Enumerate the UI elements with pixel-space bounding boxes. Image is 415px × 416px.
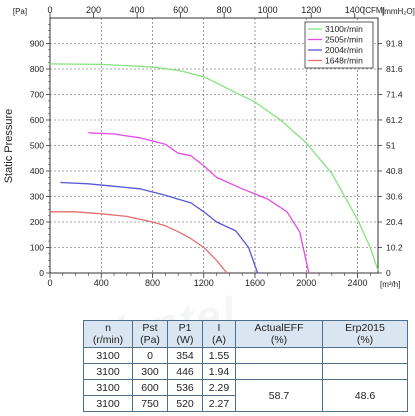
table-row: 3100 300 446 1.94 bbox=[83, 363, 408, 380]
table-row: 3100 0 354 1.55 bbox=[83, 347, 408, 364]
header-n: n (r/min) bbox=[83, 320, 133, 348]
cell-actual-eff: 58.7 bbox=[235, 379, 323, 412]
x-top-tick-label: 400 bbox=[130, 5, 145, 15]
y-left-tick-label: 0 bbox=[39, 268, 44, 278]
series-line-1648r/min bbox=[50, 211, 228, 274]
cell-p1: 446 bbox=[167, 363, 203, 380]
header-pst: Pst (Pa) bbox=[132, 320, 168, 348]
header-erp2015: Erp2015 (%) bbox=[322, 320, 408, 348]
chart-series bbox=[49, 63, 379, 274]
cell-i: 1.94 bbox=[202, 363, 236, 380]
y-right-tick-label: 20.4 bbox=[386, 217, 403, 227]
y-right-tick-label: 0 bbox=[386, 268, 391, 278]
cell-p1: 520 bbox=[167, 395, 203, 412]
legend-label: 2004r/min bbox=[325, 45, 363, 55]
x-bottom-tick-label: 2400 bbox=[347, 278, 367, 288]
cell-erp-empty bbox=[322, 347, 408, 364]
cell-actual-eff-empty bbox=[235, 347, 323, 364]
x-bottom-tick-label: 400 bbox=[94, 278, 109, 288]
cell-actual-eff-empty bbox=[235, 363, 323, 380]
x-bottom-tick-label: 800 bbox=[145, 278, 160, 288]
x-top-unit: [CFM] bbox=[363, 6, 385, 15]
y-right-tick-label: 51 bbox=[386, 140, 396, 150]
performance-table: n (r/min) Pst (Pa) P1 (W) I (A) ActualEFF (%)… bbox=[83, 320, 408, 412]
y-left-tick-label: 100 bbox=[30, 243, 44, 253]
x-bottom-tick-label: 1200 bbox=[194, 278, 214, 288]
series-line-2004r/min bbox=[60, 181, 259, 274]
y-right-tick-label: 40.8 bbox=[386, 166, 403, 176]
x-bottom-tick-label: 2000 bbox=[296, 278, 316, 288]
cell-erp2015: 48.6 bbox=[322, 379, 408, 412]
table-row: 3100 750 520 2.27 bbox=[83, 395, 408, 412]
x-top-tick-label: 1200 bbox=[301, 5, 321, 15]
cell-pst: 750 bbox=[132, 395, 168, 412]
y-left-tick-label: 200 bbox=[30, 217, 44, 227]
y-right-tick-label: 30.6 bbox=[386, 191, 403, 201]
y-right-tick-label: 61.2 bbox=[386, 115, 403, 125]
cell-pst: 300 bbox=[132, 363, 168, 380]
cell-i: 2.27 bbox=[202, 395, 236, 412]
y-left-tick-label: 300 bbox=[30, 192, 44, 202]
header-p1: P1 (W) bbox=[167, 320, 203, 348]
legend-label: 1648r/min bbox=[325, 56, 363, 66]
table-header-row: n (r/min) Pst (Pa) P1 (W) I (A) ActualEFF (%)… bbox=[83, 320, 408, 348]
series-line-2505r/min bbox=[88, 132, 310, 274]
cell-i: 2.29 bbox=[202, 379, 236, 396]
y-axis-title: Static Pressure bbox=[3, 109, 15, 184]
performance-chart: 0 400 800 1200 1600 2000 2400 [m³/h]0 200 400 600 8… bbox=[3, 5, 415, 289]
x-bottom-unit: [m³/h] bbox=[380, 280, 400, 289]
y-right-tick-label: 91.8 bbox=[386, 38, 403, 48]
y-left-tick-label: 400 bbox=[30, 166, 44, 176]
y-left-tick-label: 900 bbox=[30, 39, 44, 49]
y-right-unit: [mmH₂O] bbox=[382, 7, 415, 16]
legend-label: 3100r/min bbox=[325, 24, 363, 34]
x-top-tick-label: 1400 bbox=[345, 5, 365, 15]
x-top-tick-label: 800 bbox=[217, 5, 232, 15]
y-right-tick-label: 71.4 bbox=[386, 89, 403, 99]
x-top-tick-label: 0 bbox=[47, 5, 52, 15]
y-left-tick-label: 600 bbox=[30, 115, 44, 125]
legend-label: 2505r/min bbox=[325, 35, 363, 45]
x-top-tick-label: 200 bbox=[86, 5, 101, 15]
y-left-tick-label: 500 bbox=[30, 141, 44, 151]
x-bottom-tick-label: 0 bbox=[47, 278, 52, 288]
cell-n: 3100 bbox=[83, 363, 133, 380]
y-right-tick-label: 10.2 bbox=[386, 242, 403, 252]
cell-n: 3100 bbox=[83, 379, 133, 396]
chart-axes: 0 400 800 1200 1600 2000 2400 [m³/h]0 200 400 600 8… bbox=[3, 5, 415, 289]
series-line-3100r/min bbox=[49, 63, 379, 271]
cell-p1: 536 bbox=[167, 379, 203, 396]
cell-pst: 0 bbox=[132, 347, 168, 364]
cell-n: 3100 bbox=[83, 347, 133, 364]
y-right-tick-label: 81.6 bbox=[386, 64, 403, 74]
x-top-tick-label: 600 bbox=[173, 5, 188, 15]
header-i: I (A) bbox=[202, 320, 236, 348]
y-left-tick-label: 700 bbox=[30, 90, 44, 100]
y-left-unit: [Pa] bbox=[13, 7, 27, 16]
x-bottom-tick-label: 1600 bbox=[245, 278, 265, 288]
cell-n: 3100 bbox=[83, 395, 133, 412]
cell-erp-empty bbox=[322, 363, 408, 380]
table-row: 3100 600 536 2.29 58.7 48.6 bbox=[83, 379, 408, 412]
x-top-tick-label: 1000 bbox=[258, 5, 278, 15]
cell-p1: 354 bbox=[167, 347, 203, 364]
header-actual-eff: ActualEFF (%) bbox=[235, 320, 323, 348]
cell-i: 1.55 bbox=[202, 347, 236, 364]
y-left-tick-label: 800 bbox=[30, 64, 44, 74]
cell-pst: 600 bbox=[132, 379, 168, 396]
